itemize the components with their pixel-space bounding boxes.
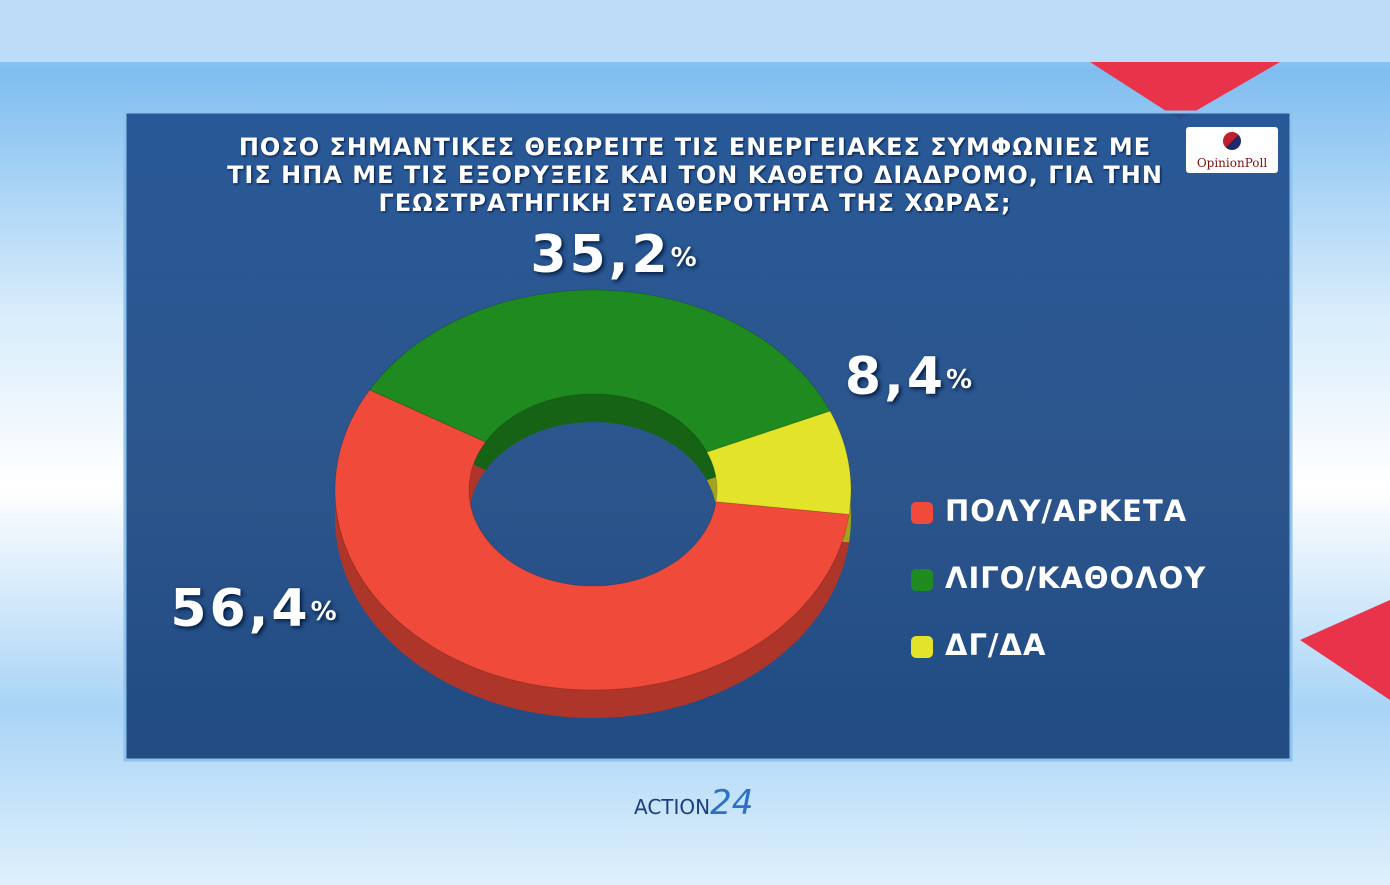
- logo: OpinionPoll: [1186, 127, 1278, 173]
- legend-label: ΛΙΓΟ/ΚΑΘΟΛΟΥ: [945, 561, 1206, 595]
- legend-label: ΔΓ/ΔΑ: [945, 628, 1046, 662]
- value-label: 56,4%: [170, 579, 339, 639]
- slice: [706, 410, 852, 515]
- slice: [334, 389, 850, 691]
- deco: [1090, 62, 1280, 120]
- legend-swatch: [911, 569, 933, 591]
- value-label: 35,2%: [530, 225, 699, 285]
- legend-swatch: [911, 636, 933, 658]
- legend-swatch: [911, 502, 933, 524]
- legend-label: ΠΟΛΥ/ΑΡΚΕΤΑ: [945, 494, 1187, 528]
- channel-logo: ACTION24: [634, 783, 753, 823]
- channel-number: 24: [710, 783, 754, 823]
- top-band: [0, 0, 1390, 62]
- plot: 56,4% 35,2% 8,4% ΠΟΛΥ/ΑΡΚΕΤΑ ΛΙΓΟ/ΚΑΘΟΛΟΥ ΔΓ/…: [170, 225, 1206, 718]
- channel-name: ACTION: [634, 795, 711, 819]
- chart-title: ΠΟΣΟ ΣΗΜΑΝΤΙΚΕΣ ΘΕΩΡΕΙΤΕ ΤΙΣ ΕΝΕΡΓΕΙΑΚΕΣ…: [227, 133, 1163, 217]
- value-label: 8,4%: [845, 347, 975, 407]
- logo-text: OpinionPoll: [1196, 156, 1268, 170]
- deco: [1300, 600, 1390, 700]
- slice: [368, 289, 831, 453]
